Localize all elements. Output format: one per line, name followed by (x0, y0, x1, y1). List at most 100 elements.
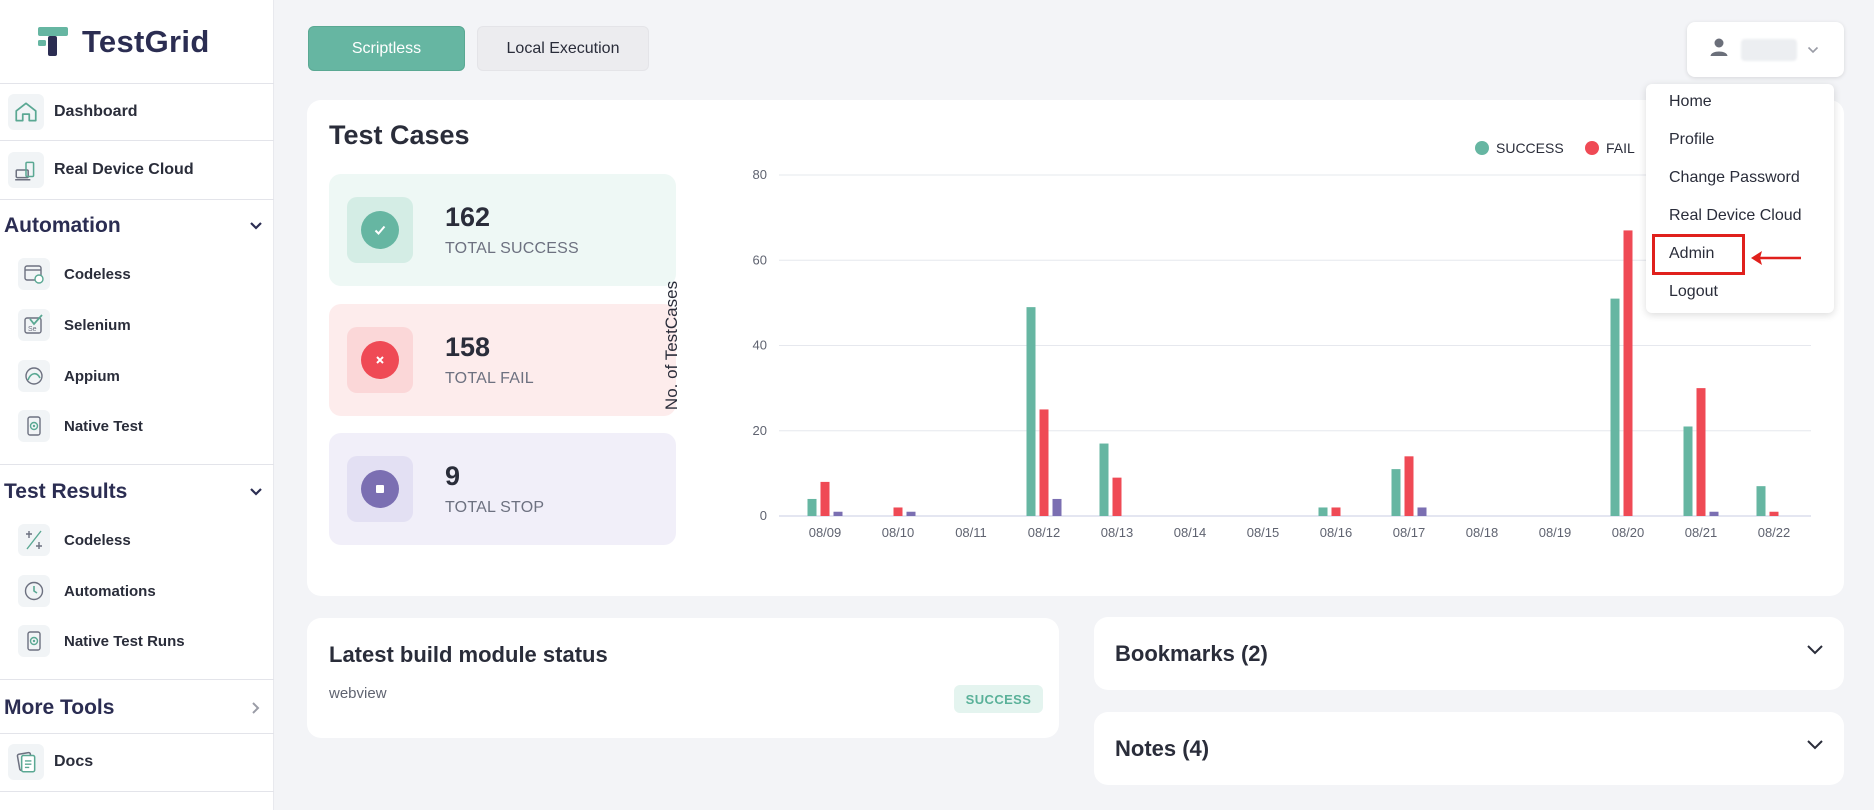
stop-icon (361, 470, 399, 508)
sidebar-item-docs[interactable]: Docs (0, 734, 274, 790)
tab-local-execution[interactable]: Local Execution (477, 26, 649, 71)
x-tick-label: 08/19 (1539, 525, 1572, 540)
section-more-tools[interactable]: More Tools (4, 696, 266, 720)
x-tick-label: 08/11 (955, 525, 987, 540)
bar (1769, 511, 1779, 516)
bar (833, 511, 843, 516)
sidebar-item-label: Codeless (64, 265, 131, 283)
y-axis-label: No. of TestCases (662, 281, 681, 410)
sidebar-item-codeless[interactable]: Codeless (18, 252, 268, 296)
x-tick-label: 08/14 (1174, 525, 1207, 540)
section-title: Automation (4, 214, 121, 237)
bookmarks-accordion[interactable]: Bookmarks (2) (1094, 617, 1844, 690)
menu-item-logout[interactable]: Logout (1669, 283, 1718, 300)
sidebar-item-label: Native Test (64, 417, 143, 435)
sidebar-item-codeless-results[interactable]: Codeless (18, 518, 268, 562)
sidebar-item-real-device-cloud[interactable]: Real Device Cloud (0, 142, 274, 198)
bar (1610, 298, 1620, 516)
devices-icon (8, 152, 44, 188)
stat-caption: TOTAL STOP (445, 499, 545, 516)
section-automation[interactable]: Automation (4, 214, 266, 238)
stat-value: 9 (445, 461, 461, 491)
x-tick-label: 08/12 (1028, 525, 1061, 540)
logo-text: TestGrid (82, 24, 210, 59)
svg-text:Se: Se (28, 326, 37, 333)
menu-item-change-password[interactable]: Change Password (1669, 169, 1800, 186)
status-badge: SUCCESS (954, 685, 1043, 713)
test-cases-card: Test Cases 162 TOTAL SUCCESS 158 TOTAL F… (307, 100, 1844, 596)
stat-value: 162 (445, 202, 491, 232)
chevron-down-icon (1807, 41, 1819, 59)
close-icon (361, 341, 399, 379)
divider (0, 140, 274, 141)
chevron-down-icon (246, 216, 266, 236)
bar (1404, 456, 1414, 516)
stat-value: 158 (445, 332, 491, 362)
menu-item-profile[interactable]: Profile (1669, 131, 1715, 148)
check-icon (361, 211, 399, 249)
sidebar-item-label: Automations (64, 582, 156, 600)
bar (1052, 498, 1062, 516)
x-tick-label: 08/21 (1685, 525, 1718, 540)
test-cases-bar-chart: 0 20 40 60 80 No. of TestCases 08/09 08/10 08/11… (662, 140, 1811, 540)
bar (1623, 230, 1633, 516)
bar (906, 511, 916, 516)
build-module-name: webview (329, 685, 387, 702)
testgrid-logo-icon (38, 27, 68, 56)
y-tick-label: 0 (760, 508, 767, 523)
sidebar-item-native-test-runs[interactable]: Native Test Runs (18, 619, 268, 663)
home-icon (8, 94, 44, 130)
y-tick-label: 80 (753, 167, 767, 182)
menu-item-real-device-cloud[interactable]: Real Device Cloud (1669, 207, 1802, 224)
admin-highlight-box (1652, 234, 1745, 275)
icon-tile (347, 197, 413, 263)
x-tick-label: 08/13 (1101, 525, 1134, 540)
pointer-arrow-icon (1751, 251, 1801, 265)
logo[interactable]: TestGrid (36, 24, 210, 60)
x-tick-label: 08/09 (809, 525, 842, 540)
chevron-down-icon (1806, 738, 1824, 756)
divider (0, 83, 274, 84)
accordion-title: Notes (4) (1115, 735, 1210, 761)
sidebar-item-dashboard[interactable]: Dashboard (0, 84, 274, 140)
legend-label: SUCCESS (1496, 140, 1564, 156)
bar (1331, 507, 1341, 516)
card-title: Test Cases (329, 120, 470, 150)
notes-accordion[interactable]: Notes (4) (1094, 712, 1844, 785)
sidebar-item-label: Real Device Cloud (54, 161, 194, 178)
sidebar-item-label: Dashboard (54, 103, 138, 120)
icon-tile (347, 327, 413, 393)
chevron-right-icon (246, 698, 266, 718)
chevron-down-icon (246, 482, 266, 502)
section-test-results[interactable]: Test Results (4, 480, 266, 504)
menu-item-home[interactable]: Home (1669, 93, 1712, 110)
codeless-results-icon (18, 524, 50, 556)
menu-item-admin[interactable]: Admin (1669, 245, 1715, 262)
section-title: More Tools (4, 696, 115, 719)
stat-caption: TOTAL SUCCESS (445, 240, 579, 257)
y-tick-label: 20 (753, 423, 767, 438)
appium-icon (18, 360, 50, 392)
x-tick-label: 08/15 (1247, 525, 1280, 540)
sidebar-item-appium[interactable]: Appium (18, 354, 268, 398)
divider (0, 679, 274, 680)
bar (1039, 409, 1049, 516)
tab-scriptless[interactable]: Scriptless (308, 26, 465, 71)
bar (1099, 443, 1109, 516)
accordion-title: Bookmarks (2) (1115, 640, 1268, 666)
sidebar-item-selenium[interactable]: Se Selenium (18, 303, 268, 347)
user-icon (1709, 37, 1729, 62)
bar (893, 507, 903, 516)
sidebar: TestGrid Dashboard Real Device Cloud Aut… (0, 0, 274, 810)
x-tick-label: 08/20 (1612, 525, 1645, 540)
user-menu-button[interactable] (1687, 22, 1844, 77)
stat-total-success: 162 TOTAL SUCCESS (329, 174, 676, 286)
sidebar-item-label: Codeless (64, 531, 131, 549)
sidebar-item-label: Selenium (64, 316, 131, 334)
y-tick-label: 60 (753, 252, 767, 267)
sidebar-item-automations[interactable]: Automations (18, 569, 268, 613)
sidebar-item-native-test[interactable]: Native Test (18, 404, 268, 448)
selenium-icon: Se (18, 309, 50, 341)
bar (1756, 486, 1766, 516)
bar (1709, 511, 1719, 516)
